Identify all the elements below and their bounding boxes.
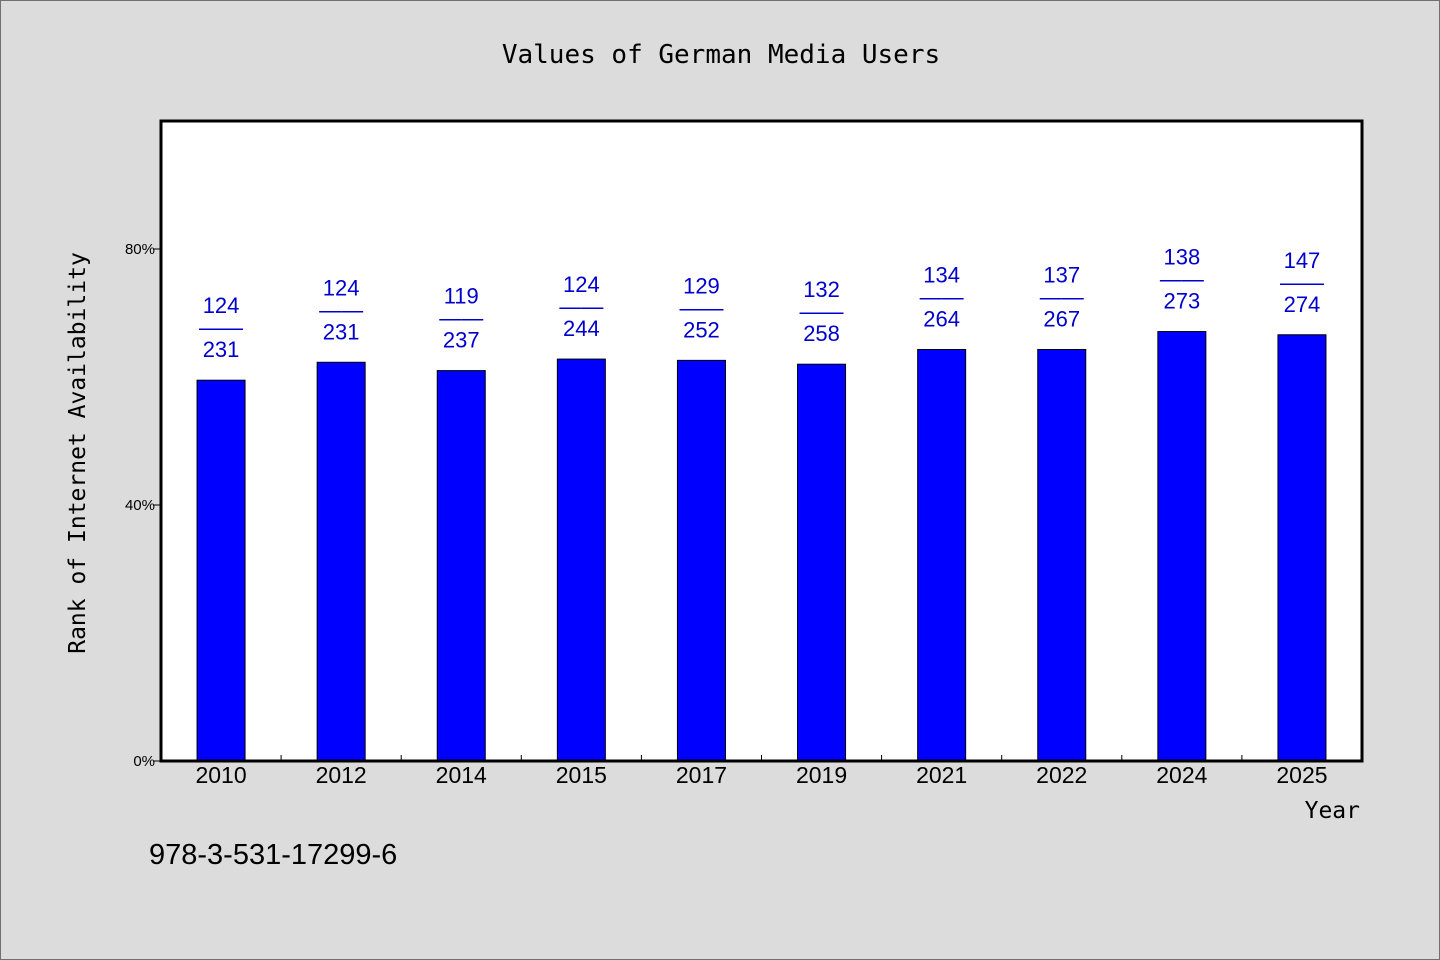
data-label-top-2014: 119 xyxy=(444,284,479,309)
y-tick-label-0: 0% xyxy=(133,753,155,770)
data-label-bottom-2015: 244 xyxy=(563,316,600,341)
x-tick-label-2024: 2024 xyxy=(1156,762,1207,788)
data-label-bottom-2014: 237 xyxy=(443,328,480,353)
data-label-separator-2021: —— xyxy=(920,284,964,309)
y-tick-label-40: 40% xyxy=(125,497,155,514)
data-label-separator-2017: —— xyxy=(679,295,723,320)
x-tick-label-2014: 2014 xyxy=(436,762,487,788)
data-label-top-2025: 147 xyxy=(1284,248,1321,273)
data-label-separator-2010: —— xyxy=(199,315,243,340)
data-label-bottom-2012: 231 xyxy=(323,319,360,344)
data-label-separator-2012: —— xyxy=(319,297,363,322)
x-tick-label-2017: 2017 xyxy=(676,762,727,788)
x-tick-label-2012: 2012 xyxy=(316,762,367,788)
bar-2010 xyxy=(196,379,246,762)
x-axis-title: Year xyxy=(1305,798,1360,824)
data-label-bottom-2025: 274 xyxy=(1284,292,1321,317)
data-label-separator-2019: —— xyxy=(800,299,844,324)
footnote-isbn: 978-3-531-17299-6 xyxy=(149,839,397,871)
bar-2015 xyxy=(556,358,606,762)
bar-2021 xyxy=(917,348,967,762)
y-tick-label-80: 80% xyxy=(125,241,155,258)
data-label-bottom-2017: 252 xyxy=(683,317,720,342)
x-tick-label-2022: 2022 xyxy=(1036,762,1087,788)
data-label-separator-2025: —— xyxy=(1280,270,1324,295)
x-tick-label-2010: 2010 xyxy=(195,762,246,788)
chart-title: Values of German Media Users xyxy=(502,40,940,70)
data-label-top-2012: 124 xyxy=(323,275,360,300)
x-tick-label-2015: 2015 xyxy=(556,762,607,788)
data-label-top-2021: 134 xyxy=(923,262,960,287)
bar-2022 xyxy=(1037,348,1087,762)
x-tick-label-2025: 2025 xyxy=(1276,762,1327,788)
data-label-top-2015: 124 xyxy=(563,272,600,297)
data-label-bottom-2022: 267 xyxy=(1043,306,1080,331)
data-label-bottom-2024: 273 xyxy=(1163,289,1200,314)
data-label-top-2017: 129 xyxy=(683,273,720,298)
data-label-bottom-2010: 231 xyxy=(203,337,240,362)
plot-frame xyxy=(159,119,1364,763)
data-labels-group: 124——231124——231119——237124——244129——252… xyxy=(199,245,1324,363)
y-axis-title: Rank of Internet Availability xyxy=(65,252,91,654)
bar-2014 xyxy=(436,370,486,762)
data-label-bottom-2019: 258 xyxy=(803,321,840,346)
ticks-group: 2010 2012 2014 2015 2017 2019 2021 2022 2024 2025… xyxy=(125,241,1328,788)
data-label-separator-2014: —— xyxy=(439,306,483,331)
x-tick-label-2019: 2019 xyxy=(796,762,847,788)
data-label-separator-2024: —— xyxy=(1160,267,1204,292)
data-label-top-2010: 124 xyxy=(203,293,240,318)
data-label-separator-2022: —— xyxy=(1040,284,1084,309)
bar-2024 xyxy=(1157,331,1207,762)
data-label-top-2019: 132 xyxy=(803,277,840,302)
bar-2019 xyxy=(797,363,847,762)
data-label-top-2024: 138 xyxy=(1163,245,1200,270)
bar-2025 xyxy=(1277,334,1327,762)
x-tick-label-2021: 2021 xyxy=(916,762,967,788)
bars-group xyxy=(196,331,1327,762)
bar-2017 xyxy=(676,359,726,762)
data-label-top-2022: 137 xyxy=(1043,262,1080,287)
bar-2012 xyxy=(316,361,366,762)
data-label-bottom-2021: 264 xyxy=(923,306,960,331)
data-label-separator-2015: —— xyxy=(559,294,603,319)
